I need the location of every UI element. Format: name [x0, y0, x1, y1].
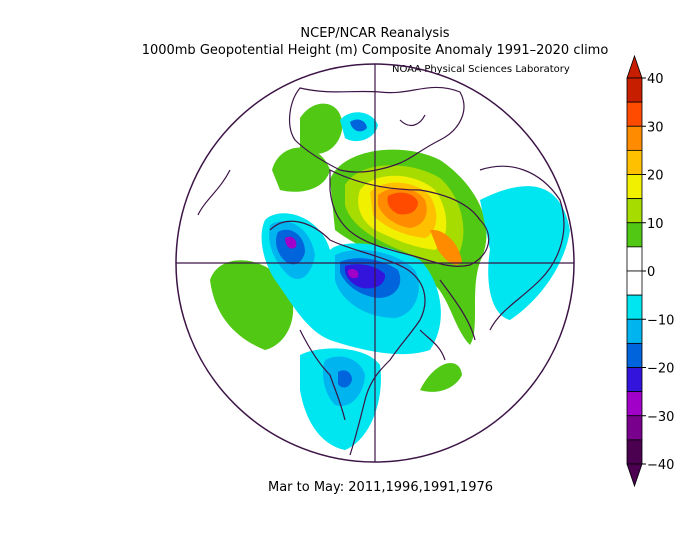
colorbar-swatch — [626, 125, 643, 151]
colorbar-swatch — [626, 367, 643, 393]
colorbar: 40 30 20 10 0 −10 −20 −30 −40 — [626, 54, 674, 488]
colorbar-swatch — [626, 439, 643, 465]
anomaly-red-eurasia — [387, 192, 418, 215]
anomaly-green-north — [300, 103, 343, 154]
colorbar-tick-label: 20 — [647, 169, 664, 184]
colorbar-swatch — [626, 342, 643, 368]
map-boundary — [175, 63, 575, 463]
anomaly-cyan-europe — [480, 186, 570, 320]
colorbar-swatch — [626, 415, 643, 441]
colorbar-swatch — [626, 318, 643, 344]
map-subtitle: 1000mb Geopotential Height (m) Composite… — [141, 43, 609, 58]
colorbar-swatch — [626, 222, 643, 248]
coastlines — [197, 86, 565, 456]
colorbar-tick-label: −20 — [647, 362, 674, 377]
colorbar-swatch — [626, 198, 643, 224]
anomaly-purple-ak — [285, 236, 297, 249]
anomaly-blue-arctic — [350, 119, 367, 132]
colorbar-tick-label: −10 — [647, 313, 674, 328]
anomaly-green-atlantic — [420, 363, 462, 392]
colorbar-tick-label: −40 — [647, 458, 674, 473]
colorbar-bottom-arrow — [626, 463, 643, 488]
colorbar-tick-label: 30 — [647, 120, 664, 135]
colorbar-tick-label: 40 — [647, 72, 664, 87]
colorbar-swatch — [626, 101, 643, 127]
anomaly-green-pacific — [210, 260, 294, 350]
colorbar-tick-label: −30 — [647, 410, 674, 425]
period-label: Mar to May: 2011,1996,1991,1976 — [268, 480, 494, 495]
colorbar-swatch — [626, 174, 643, 200]
colorbar-swatch — [626, 149, 643, 175]
anomaly-orange-asia — [430, 229, 462, 265]
colorbar-top-arrow — [626, 54, 643, 79]
anomaly-purple-canada — [347, 268, 359, 279]
colorbar-tick-label: 10 — [647, 217, 664, 232]
colorbar-swatch — [626, 77, 643, 103]
colorbar-swatch — [626, 246, 643, 272]
colorbar-swatch — [626, 294, 643, 320]
colorbar-swatch — [626, 391, 643, 417]
anomaly-darkblue-south — [338, 370, 352, 388]
colorbar-swatch — [626, 270, 643, 296]
credit-label: NOAA Physical Sciences Laboratory — [392, 64, 570, 75]
map-title: NCEP/NCAR Reanalysis — [300, 26, 450, 41]
colorbar-tick-label: 0 — [647, 265, 655, 280]
anomaly-green-greenland — [272, 147, 330, 192]
anomaly-field — [197, 86, 570, 456]
